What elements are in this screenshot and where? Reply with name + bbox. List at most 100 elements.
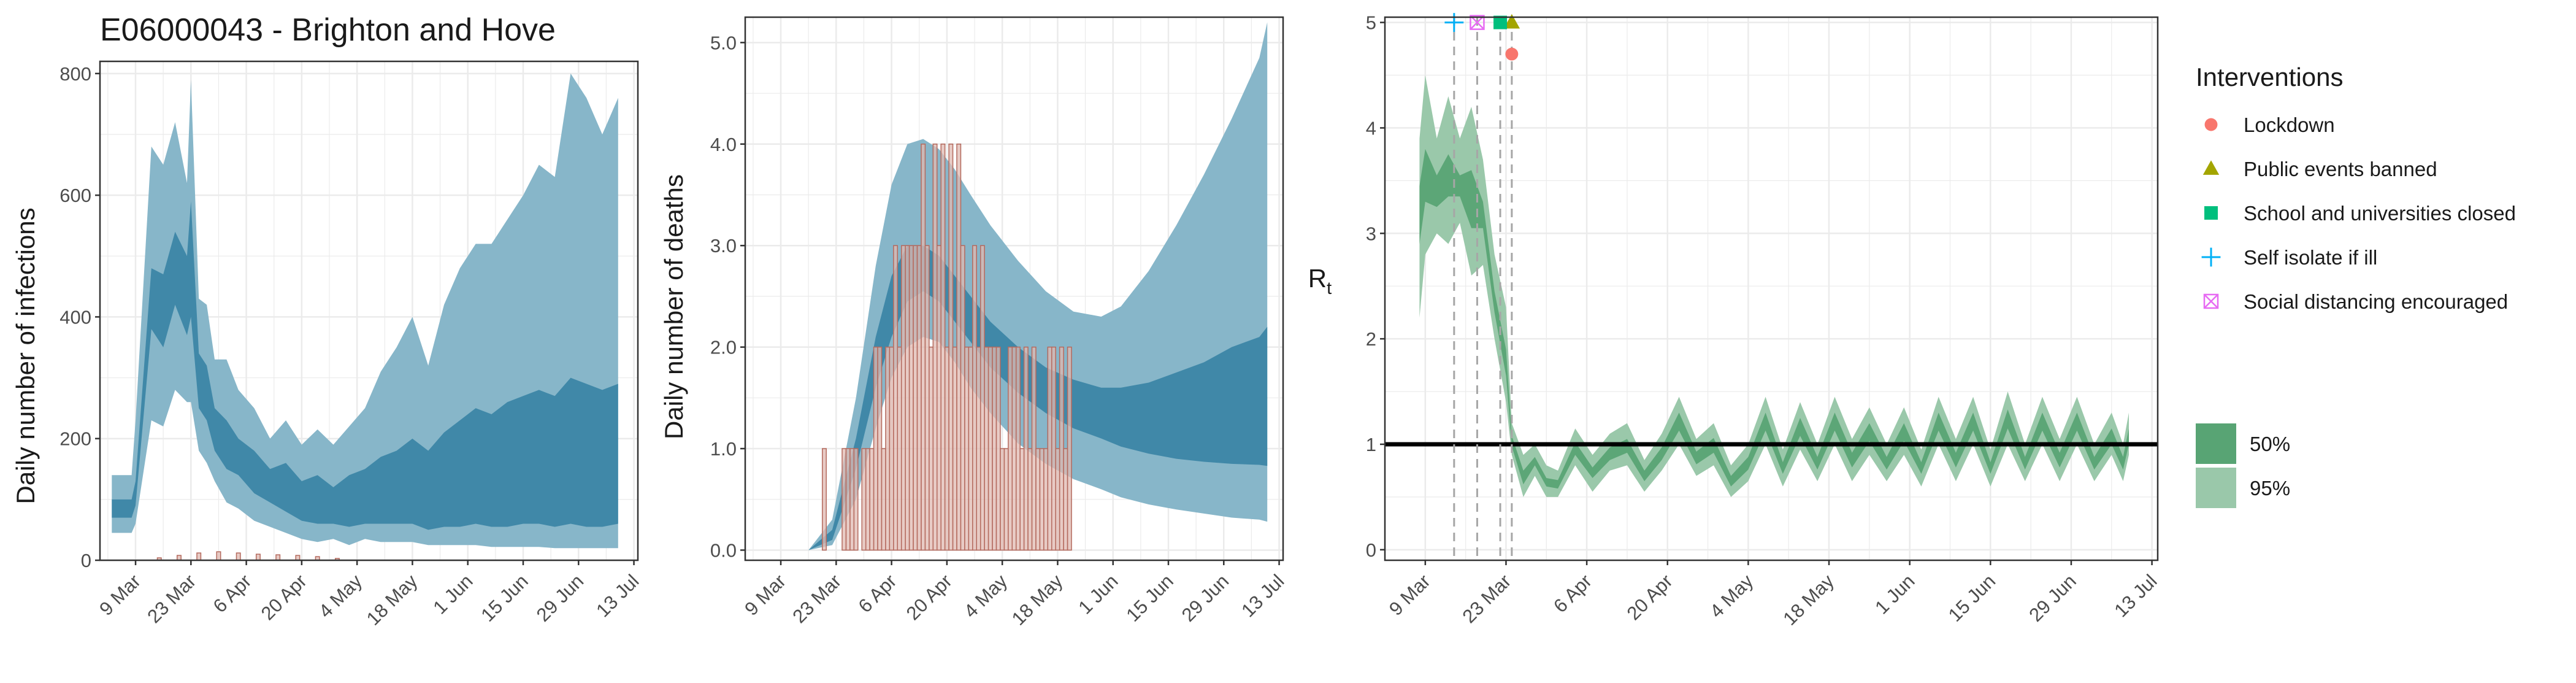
legend-boxx-icon [2203,293,2219,309]
observed-bar [1023,346,1029,551]
legend-triangle-icon [2202,160,2220,175]
deaths-panel: Daily number of deaths 0.0 1.0 2.0 3.0 4.0 5.… [659,16,1289,630]
band-50pct [112,201,618,530]
observed-bar [845,448,851,551]
observed-bar [853,448,859,551]
deaths-ylabel: Daily number of deaths [659,174,688,439]
legend-item-label: Lockdown [2244,114,2335,136]
observed-bar [1027,448,1033,551]
chart-title: E06000043 - Brighton and Hove [100,12,556,48]
observed-bar [924,245,930,551]
y-tick-label: 2.0 [710,337,737,358]
observed-bar [889,346,894,551]
y-tick-label: 200 [59,428,91,450]
observed-bar [908,245,914,551]
observed-bar [1043,448,1049,551]
plot-frame [1384,16,2159,561]
y-tick-label: 4.0 [710,134,737,155]
observed-bar [956,144,962,551]
observed-bar [1039,448,1045,551]
observed-bar [976,346,981,551]
intervention-marker [1503,14,1520,29]
observed-bar [972,245,977,551]
observed-bar [821,448,827,551]
infections-ylabel: Daily number of infections [11,207,40,504]
plot-frame [744,16,1284,561]
y-tick-label: 1 [1366,434,1376,455]
rt-ylabel-sub: t [1327,279,1332,298]
observed-bar [1000,448,1005,551]
observed-bar [869,448,875,551]
observed-bar [255,554,261,561]
intervention-marker [1470,15,1485,30]
rt-ylabel-main: R [1308,264,1327,293]
y-tick-label: 0.0 [710,539,737,561]
observed-bar [992,346,997,551]
band-50pct [808,245,1268,550]
y-tick-label: 1.0 [710,438,737,460]
observed-bar [849,448,855,551]
observed-bar [1063,448,1068,551]
legend-plus-icon [2201,247,2221,267]
observed-bar [937,245,941,551]
y-tick-label: 0 [1366,539,1376,561]
intervention-marker [1493,15,1508,29]
legend-circle-icon [2204,118,2218,131]
observed-bar [216,551,221,561]
rt-ylabel: Rt [1308,264,1332,298]
observed-bar [893,245,899,551]
legend-item-label: School and universities closed [2244,202,2516,225]
y-tick-label: 3.0 [710,235,737,257]
intervention-marker [1505,47,1519,61]
y-tick-label: 0 [81,550,91,571]
observed-bar [196,552,202,561]
observed-bar [940,144,946,551]
observed-bar [1067,346,1072,551]
observed-bar [932,144,938,551]
observed-bar [1031,346,1037,551]
observed-bar [905,245,910,551]
interventions-legend: Interventions Lockdown Public events bann… [2196,63,2516,508]
observed-bar [1003,448,1009,551]
observed-bar [877,346,883,551]
observed-bar [964,346,970,551]
observed-bar [987,346,993,551]
legend-item-label: Self isolate if ill [2244,246,2377,269]
observed-bar [1055,448,1060,551]
y-tick-label: 600 [59,185,91,206]
observed-bar [944,346,949,551]
y-tick-label: 4 [1366,117,1376,139]
grid [1384,17,2158,560]
plot-frame [99,60,639,561]
legend-band-swatch [2196,423,2236,464]
observed-bar [1011,346,1017,551]
observed-bar [1047,346,1052,551]
observed-bar [921,144,926,551]
observed-bar [913,245,918,551]
observed-bar [1035,448,1041,551]
observed-bar [1059,346,1064,551]
y-tick-label: 5.0 [710,32,737,53]
observed-bar [865,448,870,551]
observed-bar [900,245,906,551]
observed-bar [1051,346,1056,551]
observed-bar [841,448,847,551]
legend-title: Interventions [2196,63,2343,91]
observed-bar [1008,346,1013,551]
y-tick-label: 5 [1366,12,1376,34]
legend-band-swatch [2196,468,2236,508]
observed-bar [960,245,965,551]
observed-bar [952,346,957,551]
observed-bar [1019,448,1025,551]
y-tick-label: 2 [1366,328,1376,350]
observed-bar [861,448,867,551]
observed-bar [1015,346,1021,551]
observed-bar [984,346,989,551]
legend-item-label: Public events banned [2244,158,2437,180]
y-tick-label: 400 [59,306,91,328]
legend-item-label: Social distancing encouraged [2244,290,2508,313]
observed-bar [916,245,922,551]
observed-bars [821,144,1072,551]
